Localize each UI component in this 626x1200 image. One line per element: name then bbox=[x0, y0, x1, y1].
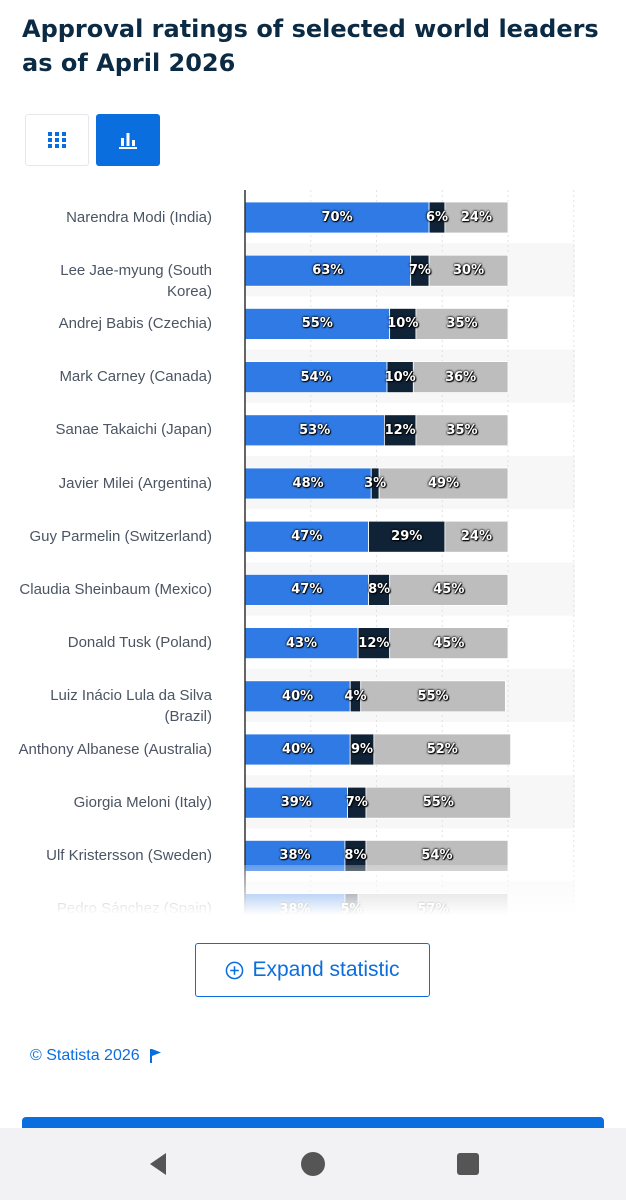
category-label: Lee Jae-myung (South Korea) bbox=[60, 261, 212, 300]
stacked-bar-chart bbox=[244, 190, 575, 915]
data-label-neutral: 8% bbox=[344, 848, 367, 864]
data-label-approve: 40% bbox=[282, 688, 314, 704]
bar-disapprove[interactable] bbox=[444, 520, 509, 553]
recents-square-icon bbox=[457, 1153, 480, 1175]
data-label-disapprove: 45% bbox=[433, 582, 465, 598]
data-label-disapprove: 24% bbox=[460, 529, 492, 545]
data-label-neutral: 8% bbox=[368, 582, 391, 598]
chart-area: 70% 6% 24% Narendra Modi (India) 63% 7% 30% Lee… bbox=[0, 190, 626, 915]
category-label: Donald Tusk (Poland) bbox=[67, 634, 212, 652]
data-label-neutral: 10% bbox=[384, 369, 416, 385]
data-label-neutral: 7% bbox=[345, 795, 368, 811]
category-label: Mark Carney (Canada) bbox=[59, 368, 212, 386]
bar-disapprove[interactable] bbox=[389, 573, 509, 606]
chart-fade-overlay bbox=[0, 865, 626, 915]
data-label-disapprove: 55% bbox=[422, 795, 454, 811]
bar-disapprove[interactable] bbox=[444, 201, 509, 234]
data-label-neutral: 10% bbox=[387, 316, 419, 332]
bar-disapprove[interactable] bbox=[373, 733, 512, 766]
category-label: Giorgia Meloni (Italy) bbox=[73, 793, 212, 811]
bar-disapprove[interactable] bbox=[360, 680, 506, 713]
data-label-approve: 54% bbox=[300, 369, 332, 385]
data-label-neutral: 12% bbox=[358, 635, 390, 651]
back-triangle-icon bbox=[149, 1153, 166, 1175]
nav-home-button[interactable] bbox=[283, 1134, 343, 1194]
data-label-neutral: 4% bbox=[344, 688, 367, 704]
bar-approve[interactable] bbox=[244, 520, 370, 553]
bar-disapprove[interactable] bbox=[389, 627, 509, 660]
data-label-approve: 47% bbox=[291, 529, 323, 545]
bar-approve[interactable] bbox=[244, 467, 372, 500]
expand-statistic-button[interactable]: Expand statistic bbox=[195, 943, 430, 997]
category-label: Ulf Kristersson (Sweden) bbox=[46, 846, 212, 864]
bar-disapprove[interactable] bbox=[378, 467, 509, 500]
data-label-neutral: 3% bbox=[364, 476, 387, 491]
bar-neutral[interactable] bbox=[357, 627, 391, 660]
data-label-disapprove: 54% bbox=[421, 848, 453, 864]
category-label: Claudia Sheinbaum (Mexico) bbox=[19, 580, 212, 598]
data-label-neutral: 29% bbox=[391, 529, 423, 545]
data-label-disapprove: 35% bbox=[446, 316, 478, 332]
data-label-neutral: 9% bbox=[350, 742, 374, 757]
nav-recents-button[interactable] bbox=[438, 1134, 498, 1194]
bar-neutral[interactable] bbox=[386, 361, 414, 394]
category-label: Guy Parmelin (Switzerland) bbox=[29, 527, 212, 545]
category-label: Javier Milei (Argentina) bbox=[58, 474, 212, 492]
category-label: Andrej Babis (Czechia) bbox=[58, 314, 212, 332]
bar-approve[interactable] bbox=[244, 680, 351, 713]
bar-disapprove[interactable] bbox=[415, 414, 509, 447]
data-label-disapprove: 52% bbox=[426, 742, 458, 757]
credit-text: © Statista 2026 bbox=[30, 1047, 140, 1064]
flag-icon[interactable] bbox=[149, 1049, 162, 1063]
home-circle-icon bbox=[300, 1152, 325, 1176]
data-label-disapprove: 55% bbox=[417, 688, 449, 704]
data-label-approve: 40% bbox=[282, 742, 314, 757]
data-label-disapprove: 36% bbox=[445, 369, 477, 385]
data-label-disapprove: 30% bbox=[452, 263, 485, 279]
data-label-disapprove: 49% bbox=[428, 476, 460, 491]
data-label-approve: 70% bbox=[321, 210, 353, 225]
grid-icon bbox=[48, 132, 66, 148]
bar-neutral[interactable] bbox=[383, 414, 417, 447]
system-navigation-bar bbox=[0, 1128, 626, 1200]
data-label-approve: 48% bbox=[292, 476, 324, 491]
data-label-disapprove: 24% bbox=[460, 210, 492, 225]
bar-disapprove[interactable] bbox=[415, 308, 509, 340]
bar-approve[interactable] bbox=[244, 361, 388, 394]
category-label: Sanae Takaichi (Japan) bbox=[55, 421, 213, 439]
bar-disapprove[interactable] bbox=[428, 254, 509, 287]
category-label: Anthony Albanese (Australia) bbox=[18, 740, 212, 758]
category-label: Luiz Inácio Lula da Silva (Brazil) bbox=[50, 687, 212, 726]
bar-disapprove[interactable] bbox=[365, 786, 512, 819]
bar-neutral[interactable] bbox=[368, 520, 446, 553]
table-view-button[interactable] bbox=[25, 114, 89, 166]
data-label-approve: 43% bbox=[285, 635, 318, 651]
bar-approve[interactable] bbox=[244, 308, 391, 340]
data-label-approve: 53% bbox=[299, 422, 331, 438]
expand-statistic-label: Expand statistic bbox=[252, 958, 400, 981]
data-label-approve: 47% bbox=[291, 582, 323, 598]
data-label-neutral: 7% bbox=[408, 263, 431, 279]
data-label-neutral: 6% bbox=[425, 210, 449, 225]
page-title: Approval ratings of selected world leade… bbox=[22, 15, 599, 77]
data-label-approve: 38% bbox=[279, 848, 311, 864]
data-label-disapprove: 35% bbox=[446, 422, 478, 438]
data-label-neutral: 12% bbox=[384, 422, 416, 438]
plus-circle-icon bbox=[226, 961, 244, 979]
data-label-approve: 55% bbox=[301, 316, 333, 332]
data-label-approve: 63% bbox=[312, 263, 344, 279]
data-label-approve: 39% bbox=[280, 795, 312, 811]
nav-back-button[interactable] bbox=[128, 1134, 188, 1194]
category-label: Narendra Modi (India) bbox=[66, 208, 212, 226]
bar-chart-icon bbox=[119, 133, 137, 149]
bar-approve[interactable] bbox=[244, 414, 385, 447]
bar-disapprove[interactable] bbox=[412, 361, 509, 394]
data-label-disapprove: 45% bbox=[433, 635, 465, 651]
chart-view-button[interactable] bbox=[96, 114, 160, 166]
statista-credit[interactable]: © Statista 2026 bbox=[30, 1047, 162, 1065]
bar-neutral[interactable] bbox=[389, 308, 417, 340]
